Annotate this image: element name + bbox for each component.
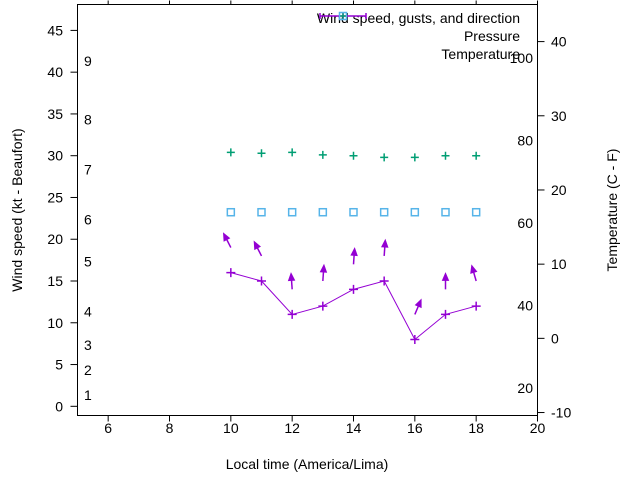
temperature-point-marker	[318, 207, 328, 217]
wind-point-marker	[441, 309, 450, 319]
temperature-point-marker	[257, 207, 266, 217]
y-right-tick-label: 10	[551, 256, 567, 272]
y-axis-title-wind-speed: Wind speed (kt - Beaufort)	[9, 128, 25, 292]
beaufort-scale-label: 2	[84, 362, 92, 378]
y-left-tick-label: 5	[55, 357, 63, 373]
gust-arrow-head	[287, 272, 296, 282]
pressure-point-marker	[349, 151, 358, 160]
legend-label-pressure: Pressure	[463, 28, 520, 44]
pressure-point-marker	[380, 153, 389, 162]
beaufort-scale-label: 4	[84, 303, 92, 319]
x-axis-title-local-time: Local time (America/Lima)	[225, 456, 389, 472]
beaufort-scale-label: 6	[84, 212, 92, 228]
x-tick-label: 14	[346, 420, 362, 436]
temperature-point-marker	[226, 207, 236, 217]
y-left-tick-label: 45	[47, 22, 63, 38]
legend-row-temperature: Temperature	[317, 11, 520, 63]
y-left-tick-label: 35	[47, 106, 63, 122]
gust-arrow-head	[414, 298, 422, 309]
gust-arrow-head	[253, 240, 261, 251]
y-right-tick-label: 40	[551, 34, 567, 50]
beaufort-scale-label: 1	[84, 387, 92, 403]
y-left-tick-label: 0	[55, 398, 63, 414]
legend-row-pressure: Pressure	[317, 12, 520, 45]
wind-point-marker	[318, 301, 328, 311]
legend-sample-pressure-icon	[338, 12, 347, 20]
y-left-tick-label: 30	[47, 148, 63, 164]
wind-point-marker	[471, 301, 481, 311]
fahrenheit-scale-label: 40	[517, 297, 533, 313]
x-tick-label: 20	[530, 420, 546, 436]
x-tick-label: 16	[407, 420, 423, 436]
wind-point-marker	[349, 284, 358, 294]
beaufort-scale-label: 5	[84, 253, 92, 269]
beaufort-scale-label: 7	[84, 161, 92, 177]
pressure-point-marker	[472, 151, 481, 160]
plot-frame	[77, 4, 538, 416]
temperature-point-marker	[441, 207, 450, 217]
y-right-tick-label: 20	[551, 182, 567, 198]
gust-arrow-head	[350, 247, 358, 257]
x-tick-label: 6	[104, 420, 112, 436]
x-tick-label: 12	[284, 420, 300, 436]
beaufort-scale-label: 3	[84, 337, 92, 353]
x-tick-label: 8	[166, 420, 174, 436]
gust-arrow-head	[470, 264, 478, 274]
gust-arrow-head	[441, 272, 450, 281]
fahrenheit-scale-label: 20	[517, 380, 533, 396]
temperature-point-marker	[379, 207, 389, 217]
gust-arrow-head	[381, 238, 389, 248]
pressure-point-marker	[288, 148, 297, 157]
temperature-point-marker	[471, 207, 481, 217]
y-right-tick-label: -10	[551, 405, 571, 421]
y-left-tick-label: 25	[47, 189, 63, 205]
gust-arrow-head	[222, 232, 231, 242]
legend: Wind speed, gusts, and direction Pressur…	[317, 9, 520, 63]
y-axis-title-temperature: Temperature (C - F)	[604, 148, 620, 272]
pressure-point-marker	[226, 148, 235, 157]
beaufort-scale-label: 9	[84, 53, 92, 69]
y-left-tick-label: 15	[47, 273, 63, 289]
pressure-point-marker	[318, 150, 327, 159]
legend-sample-temperature-icon	[338, 11, 348, 21]
gust-arrow-head	[319, 263, 328, 273]
x-tick-label: 18	[468, 420, 484, 436]
fahrenheit-scale-label: 60	[517, 215, 533, 231]
y-right-tick-label: 0	[551, 330, 559, 346]
y-right-tick-label: 30	[551, 108, 567, 124]
y-left-tick-label: 40	[47, 64, 63, 80]
wind-series-line	[230, 272, 477, 341]
legend-temperature-sample-square	[338, 11, 348, 21]
fahrenheit-scale-label: 80	[517, 133, 533, 149]
wind-point-marker	[410, 334, 420, 344]
temperature-point-marker	[287, 207, 297, 217]
pressure-point-marker	[441, 151, 450, 160]
pressure-point-marker	[257, 149, 266, 158]
y-left-tick-label: 20	[47, 231, 63, 247]
temperature-point-marker	[349, 207, 358, 217]
legend-label-wind: Wind speed, gusts, and direction	[316, 10, 520, 26]
beaufort-scale-label: 8	[84, 111, 92, 127]
wind-point-marker	[379, 276, 389, 286]
wind-point-marker	[226, 268, 236, 278]
legend-label-temperature: Temperature	[441, 46, 520, 62]
wind-point-marker	[287, 309, 297, 319]
y-left-tick-label: 10	[47, 315, 63, 331]
legend-pressure-sample-plus	[338, 12, 347, 20]
temperature-point-marker	[410, 207, 420, 217]
wind-point-marker	[257, 276, 266, 286]
x-tick-label: 10	[223, 420, 239, 436]
fahrenheit-scale-label: 100	[510, 50, 534, 66]
pressure-point-marker	[410, 153, 419, 162]
